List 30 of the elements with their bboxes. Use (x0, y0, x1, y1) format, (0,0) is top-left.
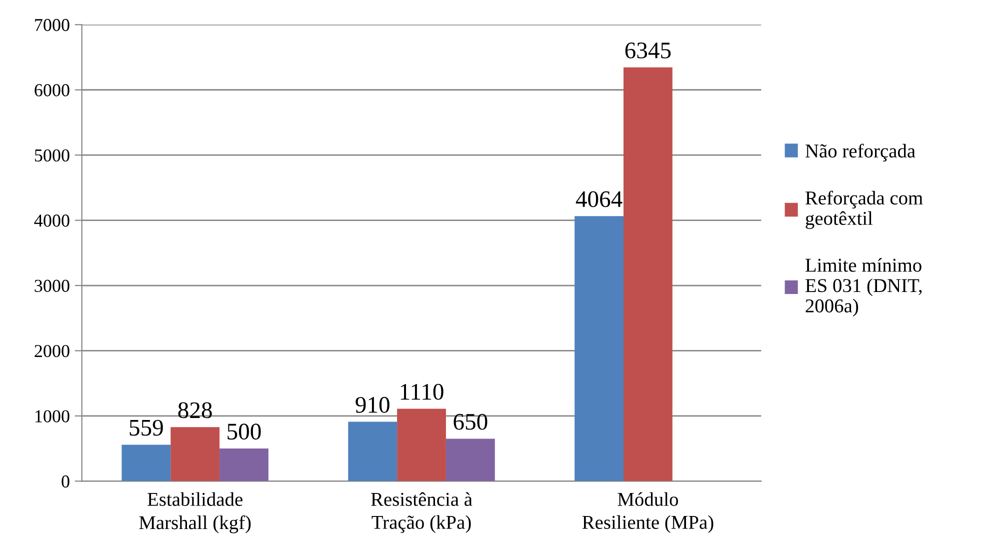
data-label: 910 (356, 396, 390, 413)
x-tick-label: Resistência à Tração (kPa) (371, 492, 472, 533)
data-label: 500 (228, 424, 261, 440)
legend-label: Não reforçada (805, 144, 916, 162)
data-label: 6345 (625, 42, 671, 58)
y-tick-label: 2000 (34, 344, 70, 358)
y-tick-label: 4000 (34, 214, 70, 227)
y-tick-label: 5000 (34, 149, 70, 162)
bar (348, 422, 398, 482)
y-tick-label: 3000 (34, 280, 70, 292)
bar (170, 427, 220, 482)
legend-label: Reforçada com geotêxtil (805, 190, 923, 229)
bar (624, 67, 672, 482)
data-label: 559 (130, 420, 163, 436)
bar (122, 444, 171, 482)
x-tick-label: Módulo Resiliente (MPa) (582, 492, 714, 533)
data-label: 650 (454, 414, 488, 430)
data-label: 828 (178, 402, 212, 418)
bar (397, 408, 446, 482)
bar (574, 216, 624, 482)
x-tick-label: Estabilidade Marshall (kgf) (139, 492, 251, 534)
y-tick-label: 0 (62, 475, 70, 488)
data-label: 4064 (576, 191, 622, 208)
data-label: 1110 (400, 384, 444, 400)
y-tick-label: 6000 (34, 84, 70, 96)
y-tick-label: 7000 (35, 18, 70, 32)
legend-label: Limite mínimo ES 031 (DNIT, 2006a) (805, 258, 922, 316)
bar (446, 438, 495, 482)
bar (220, 448, 268, 482)
y-tick-label: 1000 (36, 410, 70, 422)
